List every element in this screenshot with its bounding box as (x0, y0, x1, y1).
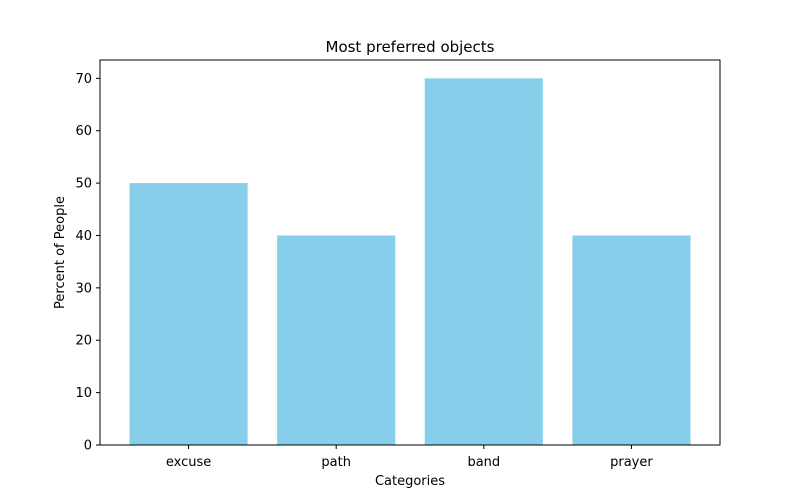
bar-excuse (129, 183, 248, 445)
y-tick-label: 60 (75, 124, 92, 139)
y-tick-label: 70 (75, 72, 92, 87)
x-axis-ticks: excuse path band prayer (166, 445, 653, 470)
chart-title: Most preferred objects (326, 38, 495, 56)
x-tick-label: path (321, 455, 351, 470)
y-tick-label: 50 (75, 177, 92, 192)
x-tick-label: prayer (610, 455, 653, 470)
bar-path (277, 235, 396, 445)
bar-band (424, 78, 543, 445)
y-axis-title: Percent of People (53, 196, 68, 309)
y-tick-label: 10 (75, 386, 92, 401)
x-tick-label: excuse (166, 455, 211, 470)
bars (129, 78, 691, 445)
plot-frame (99, 59, 721, 446)
bar-prayer (572, 235, 691, 445)
y-tick-label: 40 (75, 229, 92, 244)
x-tick-label: band (467, 455, 500, 470)
y-tick-label: 0 (84, 439, 92, 454)
y-tick-label: 30 (75, 281, 92, 296)
x-axis-title: Categories (375, 474, 445, 489)
y-tick-label: 20 (75, 334, 92, 349)
y-axis-ticks: 0 10 20 30 40 50 60 70 (75, 72, 100, 454)
